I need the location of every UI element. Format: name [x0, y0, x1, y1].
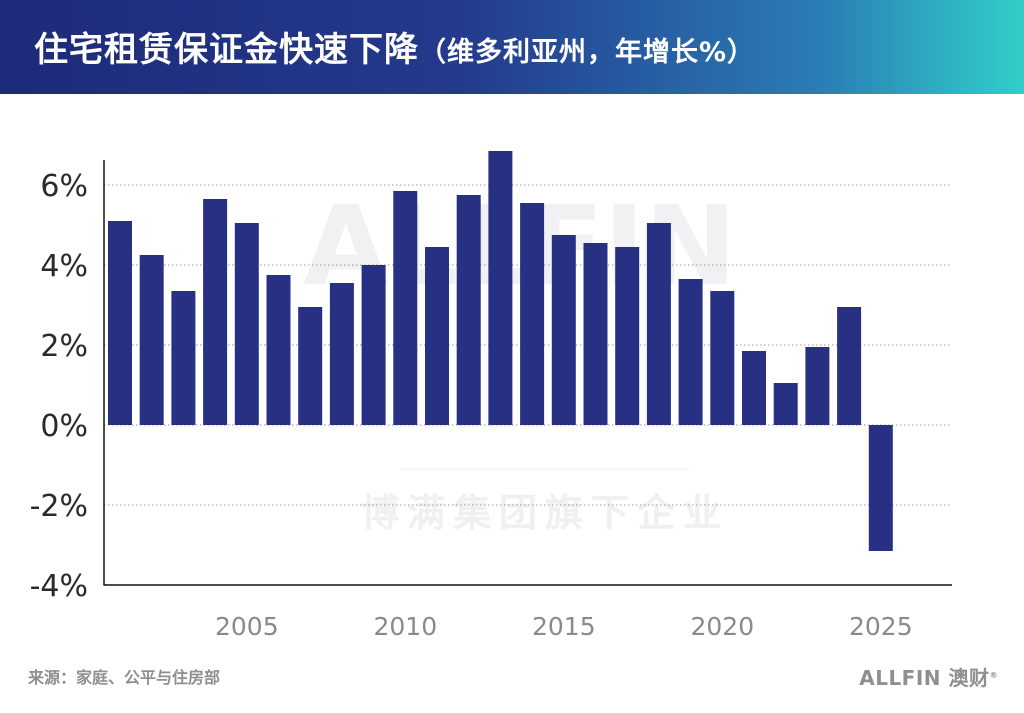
bar [361, 265, 386, 425]
bar [171, 291, 196, 425]
bar [425, 247, 449, 425]
bar [678, 279, 703, 425]
chart-area: ALLFIN 博满集团旗下企业 6% 4% 2% 0% -2% -4% 2005 2010 2015… [0, 94, 1024, 654]
bar [805, 347, 830, 425]
page-title: 住宅租赁保证金快速下降（维多利亚州，年增长%） [34, 22, 755, 71]
title-banner: 住宅租赁保证金快速下降（维多利亚州，年增长%） [0, 0, 1024, 94]
bar [520, 203, 545, 425]
bar [488, 151, 513, 425]
bar [393, 191, 418, 425]
bar [234, 223, 259, 425]
bar [329, 283, 354, 425]
y-tick-label: -2% [30, 489, 88, 524]
bar [203, 199, 228, 425]
bar [742, 351, 766, 425]
y-tick-label: 2% [40, 329, 88, 364]
bar [456, 195, 481, 425]
x-tick-label: 2020 [690, 612, 754, 641]
y-tick-label: 4% [40, 249, 88, 284]
x-tick-label: 2010 [373, 612, 437, 641]
bar [837, 307, 862, 425]
source-note: 来源：家庭、公平与住房部 [28, 668, 221, 687]
y-tick-label: -4% [30, 569, 88, 604]
registered-mark: ® [989, 670, 998, 680]
brand-name: ALLFIN 澳财 [859, 666, 990, 690]
title-main: 住宅租赁保证金快速下降 [34, 30, 419, 70]
bar [139, 255, 164, 425]
watermark-tagline: 博满集团旗下企业 [361, 491, 729, 535]
y-tick-label: 6% [40, 169, 88, 204]
title-subtitle: （维多利亚州，年增长%） [419, 37, 756, 68]
x-tick-label: 2025 [849, 612, 913, 641]
x-tick-label: 2005 [215, 612, 279, 641]
x-tick-label: 2015 [532, 612, 596, 641]
bar [773, 383, 798, 425]
bar [583, 243, 608, 425]
bar [298, 307, 323, 425]
bar [551, 235, 576, 425]
bar [108, 221, 132, 425]
bar [266, 275, 291, 425]
bar [646, 223, 671, 425]
y-tick-label: 0% [40, 409, 88, 444]
bar [710, 291, 735, 425]
brand-logo: ALLFIN 澳财® [859, 662, 998, 691]
bar [868, 425, 893, 551]
bar [615, 247, 640, 425]
